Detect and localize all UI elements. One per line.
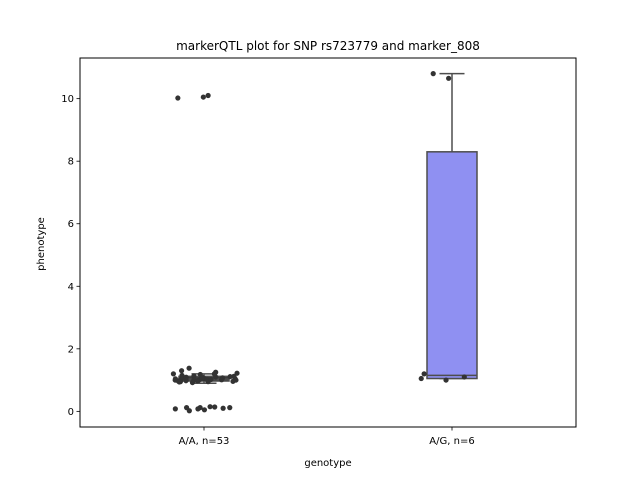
data-point: [418, 375, 424, 382]
data-point: [172, 406, 178, 412]
y-axis-label: phenotype: [36, 217, 47, 271]
data-point: [191, 373, 197, 379]
data-point: [443, 377, 449, 383]
data-point: [212, 404, 218, 410]
data-point: [200, 94, 206, 100]
data-point: [186, 408, 192, 414]
data-point: [176, 379, 182, 385]
x-tick-label: A/G, n=6: [429, 436, 474, 447]
data-point: [446, 75, 452, 81]
y-tick-label: 8: [68, 157, 74, 168]
data-point: [227, 374, 233, 380]
data-point: [186, 365, 192, 371]
data-point: [219, 377, 225, 383]
box-rect: [426, 151, 478, 380]
y-tick-label: 4: [68, 282, 74, 293]
x-axis: A/A, n=53 A/G, n=6: [179, 427, 475, 447]
y-tick-label: 10: [61, 94, 74, 105]
data-point: [183, 377, 189, 383]
data-point: [208, 376, 214, 383]
y-tick-label: 6: [68, 219, 74, 230]
data-point: [194, 378, 200, 384]
data-point: [175, 95, 181, 101]
data-point: [220, 405, 226, 411]
data-point: [227, 405, 233, 411]
data-point: [172, 376, 179, 382]
data-point: [204, 376, 210, 383]
chart-title: markerQTL plot for SNP rs723779 and mark…: [176, 39, 480, 53]
x-axis-label: genotype: [304, 458, 351, 469]
data-point: [234, 370, 240, 376]
plot-frame: [79, 57, 577, 428]
plot-area: [170, 71, 478, 414]
data-point: [430, 71, 436, 77]
data-point: [178, 368, 185, 374]
data-point: [230, 378, 236, 384]
data-point: [207, 404, 213, 410]
y-tick-label: 0: [68, 407, 74, 418]
data-point: [201, 407, 208, 413]
data-point: [421, 371, 427, 377]
y-axis: 0 2 4 6 8 10: [61, 94, 80, 418]
data-point: [211, 371, 217, 377]
data-point: [170, 371, 177, 377]
data-point: [199, 375, 205, 381]
data-point: [461, 374, 467, 380]
x-tick-label: A/A, n=53: [179, 436, 230, 447]
data-point: [205, 92, 211, 99]
data-point: [195, 406, 201, 412]
y-tick-label: 2: [68, 344, 74, 355]
